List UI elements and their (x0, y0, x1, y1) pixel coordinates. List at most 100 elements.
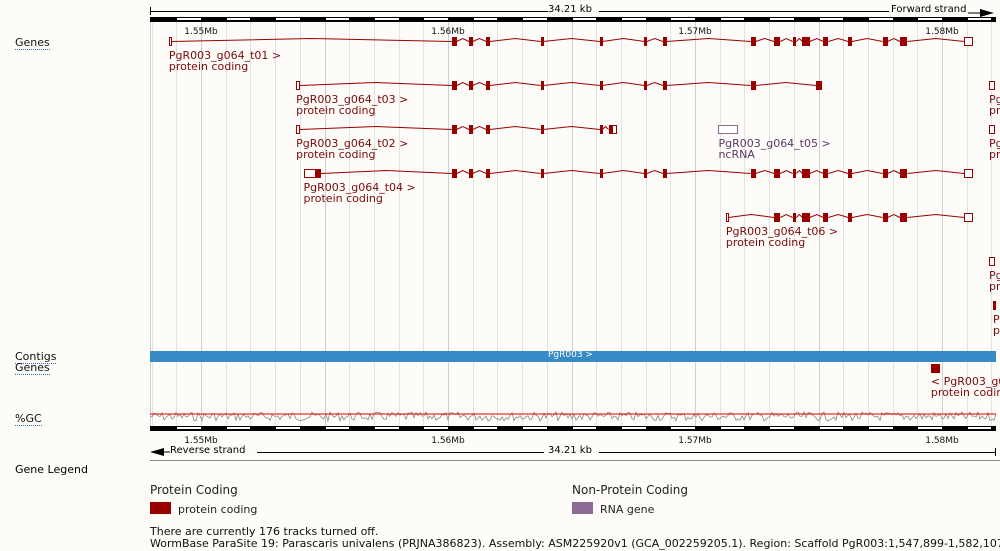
exon-block[interactable] (540, 169, 544, 178)
exon-block[interactable] (848, 37, 852, 46)
transcript-label[interactable]: PgR003_g064_t03 > (296, 93, 409, 106)
utr-block[interactable] (964, 169, 973, 178)
exon-block[interactable] (774, 169, 781, 178)
utr-block[interactable] (296, 81, 300, 90)
intron (472, 37, 487, 42)
reverse-gene-label[interactable]: < PgR003_g0 (930, 375, 1000, 388)
exon-block[interactable] (882, 213, 888, 222)
exon-block[interactable] (792, 169, 797, 178)
exon-block[interactable] (451, 169, 457, 178)
edge-transcript-label[interactable]: Pg (989, 93, 1000, 106)
transcript-label[interactable]: PgR003_g064_t04 > (303, 181, 416, 194)
edge-transcript-label[interactable]: P (993, 313, 1000, 326)
exon-block[interactable] (599, 125, 603, 134)
intron (887, 169, 901, 174)
exon-block[interactable] (750, 81, 756, 90)
exon-block[interactable] (599, 81, 603, 90)
intron (907, 169, 965, 174)
exon-block[interactable] (468, 37, 473, 46)
exon-block[interactable] (792, 37, 797, 46)
exon-block[interactable] (644, 169, 648, 178)
track-label-gc[interactable]: %GC (15, 412, 42, 426)
exon-block[interactable] (802, 37, 810, 46)
exon-block[interactable] (486, 125, 490, 134)
exon-block[interactable] (451, 81, 457, 90)
utr-block[interactable] (964, 37, 973, 46)
exon-block[interactable] (468, 169, 473, 178)
exon-block[interactable] (314, 169, 321, 178)
transcript-label[interactable]: PgR003_g064_t01 > (168, 49, 282, 62)
utr-block[interactable] (725, 213, 729, 222)
exon-block[interactable] (468, 125, 473, 134)
edge-transcript-block[interactable] (989, 257, 995, 266)
exon-block[interactable] (468, 81, 473, 90)
exon-block[interactable] (451, 37, 457, 46)
exon-block[interactable] (486, 37, 490, 46)
track-label-genes-forward[interactable]: Genes (15, 36, 50, 50)
edge-transcript-label[interactable]: Pg (989, 269, 1000, 282)
exon-block[interactable] (900, 169, 908, 178)
gridline (794, 22, 795, 426)
exon-block[interactable] (774, 213, 781, 222)
exon-block[interactable] (486, 81, 490, 90)
exon-block[interactable] (774, 37, 781, 46)
scale-segment (918, 18, 942, 20)
exon-block[interactable] (608, 125, 614, 134)
transcript-label[interactable]: PgR003_g064_t02 > (296, 137, 409, 150)
transcript-label[interactable]: PgR003_g064_t05 > (718, 137, 831, 150)
intron (543, 37, 600, 42)
utr-block[interactable] (612, 125, 618, 134)
edge-transcript-block[interactable] (989, 125, 995, 134)
edge-transcript-label[interactable]: Pg (989, 137, 1000, 150)
gridline (621, 22, 622, 426)
exon-block[interactable] (599, 169, 603, 178)
exon-block[interactable] (662, 81, 667, 90)
exon-block[interactable] (644, 37, 648, 46)
reverse-gene-exon[interactable] (930, 364, 940, 373)
exon-block[interactable] (451, 125, 457, 134)
exon-block[interactable] (662, 169, 667, 178)
exon-block[interactable] (823, 213, 829, 222)
ncrna-feature[interactable] (718, 125, 739, 134)
exon-block[interactable] (882, 169, 888, 178)
exon-block[interactable] (848, 213, 852, 222)
exon-block[interactable] (662, 37, 667, 46)
scale-segment (177, 427, 201, 429)
scale-segment (226, 427, 251, 429)
edge-transcript-block[interactable] (989, 81, 995, 90)
exon-block[interactable] (486, 169, 490, 178)
exon-block[interactable] (792, 213, 797, 222)
contig-label: PgR003 > (548, 350, 593, 360)
exon-block[interactable] (823, 37, 829, 46)
intron (828, 169, 849, 174)
exon-block[interactable] (540, 37, 544, 46)
transcript-label[interactable]: PgR003_g064_t06 > (725, 225, 839, 238)
exon-block[interactable] (848, 169, 852, 178)
track-label-genes-reverse[interactable]: Genes (15, 361, 50, 375)
edge-transcript-block[interactable] (993, 301, 996, 310)
exon-block[interactable] (823, 169, 829, 178)
exon-block[interactable] (900, 37, 908, 46)
exon-block[interactable] (750, 37, 756, 46)
contig-bar[interactable]: PgR003 > (150, 350, 996, 362)
intron (299, 81, 452, 86)
intron (755, 81, 817, 86)
exon-block[interactable] (750, 169, 756, 178)
intron (907, 37, 965, 42)
exon-block[interactable] (900, 213, 908, 222)
utr-block[interactable] (296, 125, 300, 134)
exon-block[interactable] (540, 125, 544, 134)
exon-block[interactable] (540, 81, 544, 90)
edge-transcript-biotype: pr (989, 148, 1000, 161)
exon-block[interactable] (816, 81, 823, 90)
exon-block[interactable] (644, 81, 648, 90)
exon-block[interactable] (802, 213, 810, 222)
exon-block[interactable] (882, 37, 888, 46)
intron (755, 37, 775, 42)
utr-block[interactable] (168, 37, 172, 46)
utr-block[interactable] (964, 213, 973, 222)
exon-block[interactable] (599, 37, 603, 46)
track-label-contigs[interactable]: Contigs (15, 350, 57, 364)
intron (666, 37, 751, 42)
exon-block[interactable] (802, 169, 810, 178)
